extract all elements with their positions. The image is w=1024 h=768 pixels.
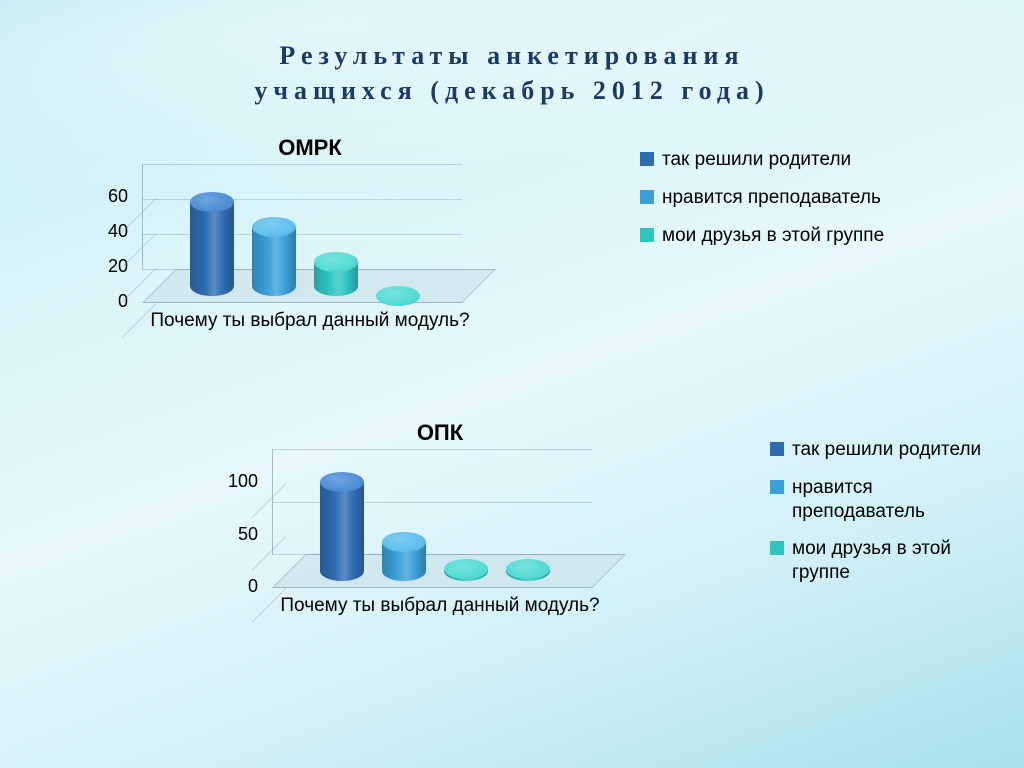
- legend-swatch: [770, 480, 784, 494]
- legend-opk: так решили родители нравится преподавател…: [770, 438, 1010, 599]
- bar-cylinder: [444, 569, 488, 581]
- bar-cylinder: [252, 227, 296, 297]
- ytick-label: 100: [210, 471, 258, 492]
- legend-label: так решили родители: [792, 438, 981, 462]
- bar-front: [190, 202, 234, 296]
- bar-front: [252, 227, 296, 297]
- legend-swatch: [640, 228, 654, 242]
- ytick-label: 0: [210, 576, 258, 597]
- bar-cylinder: [320, 482, 364, 581]
- bar-cylinder: [190, 202, 234, 296]
- ytick-label: 50: [210, 524, 258, 545]
- legend-omrk: так решили родители нравится преподавател…: [640, 148, 900, 261]
- chart-omrk-title: ОМРК: [140, 135, 480, 161]
- bar-top: [252, 217, 296, 237]
- chart-omrk: ОМРК 0204060Почему ты выбрал данный моду…: [80, 135, 640, 333]
- bar-cylinder: [506, 569, 550, 581]
- legend-label: мои друзья в этой группе: [662, 224, 884, 248]
- bar-top: [190, 192, 234, 212]
- legend-item: так решили родители: [640, 148, 900, 172]
- title-line-1: Результаты анкетирования: [279, 41, 744, 70]
- chart-opk-title: ОПК: [270, 420, 610, 446]
- bar-cylinder: [376, 286, 420, 296]
- bar-top: [506, 559, 550, 579]
- ytick-label: 60: [80, 186, 128, 207]
- bar-top: [320, 472, 364, 492]
- legend-label: нравится преподаватель: [792, 476, 1010, 524]
- legend-swatch: [640, 190, 654, 204]
- legend-item: нравится преподаватель: [640, 186, 900, 210]
- bar-top: [314, 252, 358, 272]
- chart-opk: ОПК 0 50 100 Почему ты выбрал данный модуль…: [210, 420, 770, 618]
- bar-top: [376, 286, 420, 306]
- bar-top: [382, 532, 426, 552]
- bar-cylinder: [382, 542, 426, 581]
- title-line-2: учащихся (декабрь 2012 года): [254, 76, 769, 105]
- legend-swatch: [770, 442, 784, 456]
- bar-top: [444, 559, 488, 579]
- chart-omrk-plot: 0204060Почему ты выбрал данный модуль?: [80, 163, 500, 333]
- chart-opk-plot: 0 50 100 Почему ты выбрал данный модуль?: [210, 448, 630, 618]
- slide-title: Результаты анкетирования учащихся (декаб…: [0, 38, 1024, 108]
- chart-xlabel: Почему ты выбрал данный модуль?: [270, 594, 610, 618]
- legend-label: нравится преподаватель: [662, 186, 881, 210]
- bar-cylinder: [314, 262, 358, 297]
- legend-swatch: [640, 152, 654, 166]
- legend-swatch: [770, 541, 784, 555]
- chart-xlabel: Почему ты выбрал данный модуль?: [140, 309, 480, 333]
- legend-item: мои друзья в этой группе: [640, 224, 900, 248]
- bar-front: [320, 482, 364, 581]
- legend-label: так решили родители: [662, 148, 851, 172]
- legend-label: мои друзья в этой группе: [792, 537, 1010, 585]
- legend-item: нравится преподаватель: [770, 476, 1010, 524]
- legend-item: так решили родители: [770, 438, 1010, 462]
- legend-item: мои друзья в этой группе: [770, 537, 1010, 585]
